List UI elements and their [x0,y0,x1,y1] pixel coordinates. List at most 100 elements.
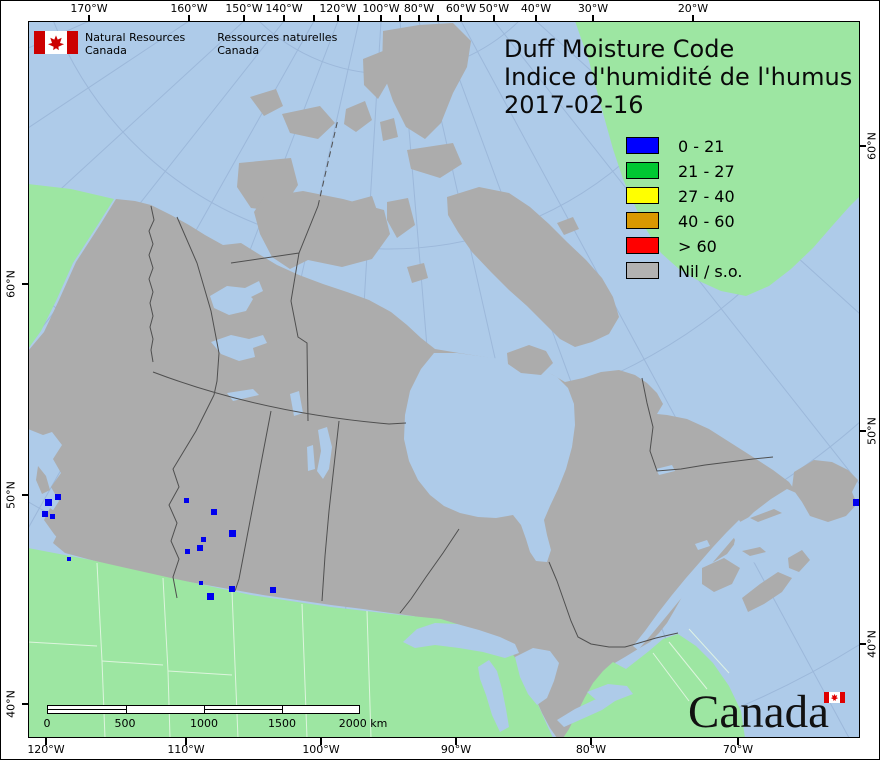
dmc-station-dot [185,549,190,554]
legend-swatch-red [626,237,659,254]
top-tick [380,15,382,21]
longitude-label-top: 150°W [225,2,263,15]
dmc-station-dot [207,593,214,600]
top-tick [418,15,420,21]
scale-label: 1500 [268,717,296,730]
lakes [210,281,710,550]
top-tick [337,15,339,21]
longitude-label-bottom: 100°W [302,743,340,756]
dmc-station-dot [211,509,217,515]
scale-label-end: 2000 km [338,717,388,730]
scale-label: 0 [43,717,51,730]
right-tick [860,430,866,432]
scale-label: 500 [114,717,136,730]
canada-map [28,21,860,738]
bottom-tick [455,738,457,745]
legend-swatch-yellow [626,187,659,204]
longitude-label-top: 100°W [362,2,400,15]
top-tick [243,15,245,21]
dmc-station-dot [45,499,52,506]
dmc-station-dot [184,498,189,503]
latitude-label-right: 60°N [865,132,879,160]
wordmark-flag-icon [824,692,845,703]
latitude-label-right: 50°N [865,417,879,445]
st-lawrence-river [633,520,744,650]
longitude-label-top: 170°W [70,2,108,15]
top-tick [460,15,462,21]
scale-label: 1000 [190,717,218,730]
longitude-label-top: 80°W [403,2,435,15]
scale-bar [47,705,360,714]
dmc-station-dot [50,514,55,519]
longitude-label-bottom: 90°W [440,743,472,756]
bottom-tick [320,738,322,745]
legend-swatch-orange [626,212,659,229]
newfoundland-island [792,460,858,522]
legend-swatch-nil [626,262,659,279]
latitude-label-left: 40°N [4,690,18,718]
top-tick [692,15,694,21]
great-lakes [403,489,809,732]
hudson-bay [404,353,575,562]
alaska-land [28,184,114,349]
left-tick [22,494,28,496]
province-borders [148,118,774,648]
baffin-island [447,187,619,347]
canada-wordmark: Canada [688,686,829,738]
longitude-label-bottom: 120°W [27,743,65,756]
bottom-tick [590,738,592,745]
top-tick [437,15,439,21]
top-tick [313,15,315,21]
dmc-station-dot [55,494,61,500]
dmc-station-dot [853,499,860,506]
longitude-label-bottom: 110°W [167,743,205,756]
top-tick [399,15,401,21]
latitude-label-right: 40°N [865,630,879,658]
top-tick [592,15,594,21]
legend-label: > 60 [678,237,717,256]
legend-label: 27 - 40 [678,187,735,206]
longitude-label-top: 20°W [677,2,709,15]
legend-swatch-blue [626,137,659,154]
longitude-label-top: 50°W [478,2,510,15]
nrcan-label-en: Natural Resources Canada [85,31,186,57]
longitude-label-top: 60°W [445,2,477,15]
top-tick [535,15,537,21]
nrcan-logo: Natural Resources Canada Ressources natu… [34,31,337,57]
title-date: 2017-02-16 [504,91,644,119]
bottom-tick [45,738,47,745]
legend-label: 40 - 60 [678,212,735,231]
dmc-station-dot [229,530,236,537]
nrcan-label-fr: Ressources naturelles Canada [217,31,338,57]
left-tick [22,703,28,705]
longitude-label-top: 140°W [265,2,303,15]
canada-flag-icon [34,31,78,54]
longitude-label-bottom: 80°W [575,743,607,756]
vancouver-island [44,508,86,556]
bottom-tick [737,738,739,745]
left-tick [22,283,28,285]
dmc-station-dot [42,511,48,517]
dmc-station-dot [67,557,71,561]
dmc-station-dot [201,537,206,542]
top-tick [283,15,285,21]
legend-swatch-green [626,162,659,179]
canada-mainland [28,199,796,738]
top-tick [88,15,90,21]
legend-label: Nil / s.o. [678,262,743,281]
right-tick [860,145,866,147]
map-canvas [28,21,860,738]
title-fr: Indice d'humidité de l'humus [504,63,853,91]
top-tick [493,15,495,21]
right-tick [860,643,866,645]
top-tick [188,15,190,21]
longitude-label-top: 40°W [520,2,552,15]
longitude-label-bottom: 70°W [722,743,754,756]
canada-islands [36,23,858,612]
map-title: Duff Moisture Code Indice d'humidité de … [504,35,852,119]
dmc-station-dot [270,587,276,593]
gulf-st-lawrence [734,489,809,564]
latitude-label-left: 60°N [4,270,18,298]
title-en: Duff Moisture Code [504,35,735,63]
dmc-station-dot [229,586,235,592]
